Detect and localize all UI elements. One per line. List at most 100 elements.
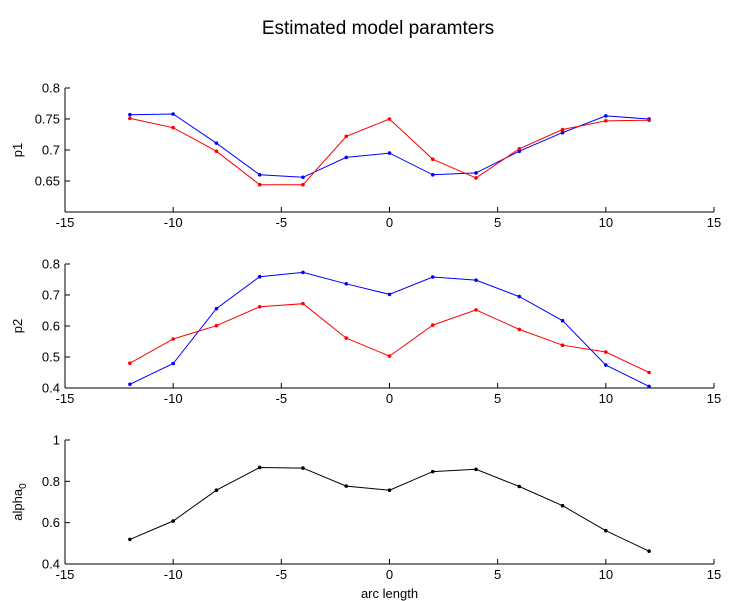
figure-title: Estimated model paramters (261, 18, 495, 39)
alpha0-series-0-point (301, 466, 305, 470)
p1-y-tick-label: 0.65 (35, 174, 60, 189)
alpha0-series-0-point (257, 465, 262, 470)
p1-x-tick-label: 10 (599, 215, 613, 230)
p2-series-0-point (647, 384, 651, 389)
p1-series-0-point (257, 173, 262, 177)
p2-series-0-point (257, 274, 262, 279)
alpha0-x-tick-label: 0 (386, 567, 393, 582)
p1-x-tick-label: -5 (276, 215, 288, 230)
alpha0-y-tick-label: 0.8 (42, 474, 60, 489)
alpha0-series-0-point (647, 549, 651, 553)
p2-series-0-point (344, 282, 349, 286)
p1-series-1-point (214, 149, 219, 154)
alpha0-y-tick-label: 1 (53, 433, 60, 448)
p1-series-1-point (517, 146, 522, 151)
p1-series-0-line (129, 113, 650, 178)
p2-series-0-point (604, 363, 608, 367)
alpha0-series-0-point (517, 484, 522, 489)
p1-series-1-point (604, 119, 608, 123)
alpha0-x-tick-label: -10 (164, 567, 183, 582)
alpha0-x-tick-label: 15 (707, 567, 721, 582)
p1-series-0-point (214, 141, 219, 145)
p1-x-tick-label: 15 (707, 215, 721, 230)
p2-series-1-point (387, 354, 392, 358)
p1-x-tick-label: -10 (164, 215, 183, 230)
p1-y-tick-label: 0.8 (42, 81, 60, 96)
p2-x-tick-label: -15 (56, 391, 75, 406)
p1-series-0-point (128, 112, 132, 117)
p2-series-1-point (604, 350, 608, 354)
p1-y-tick-label: 0.7 (42, 143, 60, 158)
p1-series-1-point (128, 116, 132, 121)
alpha0-series-0-point (214, 488, 219, 493)
p2-series-0-point (128, 382, 132, 387)
p2-series-0-point (171, 361, 175, 366)
p2-y-label: p2 (10, 319, 25, 333)
p2-series-0-point (301, 270, 305, 275)
p2-x-tick-label: 10 (599, 391, 613, 406)
p2-series-1-point (171, 337, 175, 341)
p2-series-0-point (214, 306, 219, 311)
p1-y-label: p1 (10, 143, 25, 157)
p2-series-1-point (214, 323, 219, 328)
alpha0-series-0-point (387, 488, 392, 493)
p1-series-0-point (474, 171, 478, 175)
p2-series-1-point (560, 343, 565, 348)
p2-series-0-point (517, 294, 522, 299)
alpha0-x-tick-label: 10 (599, 567, 613, 582)
p1-series-1-point (560, 127, 565, 132)
alpha0-x-tick-label: 5 (494, 567, 501, 582)
alpha0-series-0-point (171, 519, 175, 523)
p2-y-tick-label: 0.5 (42, 350, 60, 365)
p1-series-1-point (257, 182, 262, 187)
alpha0-x-tick-label: -15 (56, 567, 75, 582)
alpha0-series-0-point (560, 503, 565, 508)
p1-series-0-point (344, 155, 349, 160)
p2-series-1-point (517, 327, 522, 332)
p2-series-1-line (129, 303, 650, 373)
alpha0-series-0-point (474, 467, 478, 472)
p2-x-tick-label: 5 (494, 391, 501, 406)
p2-y-tick-label: 0.6 (42, 319, 60, 334)
alpha0-y-label: alpha0 (10, 483, 29, 521)
p2-x-tick-label: 0 (386, 391, 393, 406)
alpha0-subplot: -15 -10 -5 0 5 10 15 0.4 0.6 0.8 1 alpha0 arc length (10, 433, 721, 601)
p1-series-0-point (517, 149, 522, 154)
p1-series-1-point (430, 157, 435, 162)
p2-series-0-line (129, 271, 650, 387)
alpha0-y-label-subscript: 0 (18, 483, 29, 489)
p1-series-1-point (387, 117, 392, 121)
p1-x-tick-label: 0 (386, 215, 393, 230)
p1-series-0-point (171, 112, 175, 116)
p2-y-tick-label: 0.8 (42, 257, 60, 272)
alpha0-y-tick-label: 0.4 (42, 557, 60, 572)
alpha0-y-tick-label: 0.6 (42, 515, 60, 530)
p1-series-0-point (301, 175, 305, 180)
p1-series-0-point (604, 114, 608, 118)
p2-series-0-point (560, 318, 565, 323)
p1-series-1-point (647, 118, 651, 123)
p2-series-1-point (344, 336, 349, 340)
p2-y-tick-label: 0.4 (42, 381, 60, 396)
p2-series-1-point (257, 304, 262, 309)
alpha0-x-label: arc length (361, 586, 418, 601)
p2-series-0-point (474, 278, 478, 282)
p2-series-1-point (430, 323, 435, 327)
p2-x-tick-label: 15 (707, 391, 721, 406)
p2-series-0-point (430, 275, 435, 279)
p1-y-tick-label: 0.75 (35, 112, 60, 127)
p2-y-tick-label: 0.7 (42, 288, 60, 303)
alpha0-x-tick-label: -5 (276, 567, 288, 582)
p1-x-tick-label: 5 (494, 215, 501, 230)
p2-subplot: -15 -10 -5 0 5 10 15 0.4 0.5 0.6 0.7 0.8 p2 (10, 257, 721, 407)
p2-x-tick-label: -5 (276, 391, 288, 406)
p1-series-0-point (430, 173, 435, 177)
p1-series-0-point (560, 130, 565, 135)
p2-series-1-point (474, 308, 478, 312)
p2-series-1-point (647, 370, 651, 375)
p1-series-1-point (171, 125, 175, 130)
p2-x-tick-label: -10 (164, 391, 183, 406)
alpha0-series-0-point (128, 537, 132, 542)
alpha0-series-0-point (430, 469, 435, 474)
